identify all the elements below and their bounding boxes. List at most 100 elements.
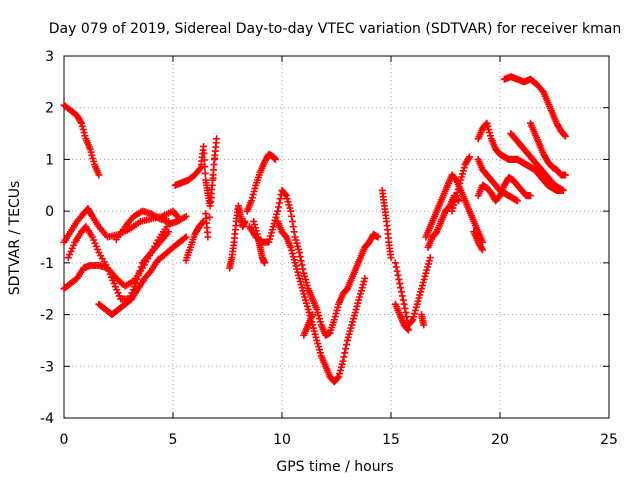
x-axis-label: GPS time / hours — [276, 459, 393, 475]
series-arc-24 — [474, 119, 565, 194]
data-point — [207, 194, 215, 202]
data-points — [60, 73, 569, 386]
data-point — [394, 271, 402, 279]
data-point — [261, 259, 269, 267]
data-point — [527, 192, 535, 200]
data-point — [281, 191, 289, 199]
data-point — [296, 253, 304, 261]
data-point — [426, 254, 434, 262]
data-point — [393, 267, 401, 275]
data-point — [297, 257, 305, 265]
data-point — [299, 265, 307, 273]
data-point — [400, 300, 408, 308]
data-point — [561, 131, 569, 139]
data-point — [408, 317, 416, 325]
series-arc-13 — [245, 186, 382, 339]
data-point — [343, 341, 351, 349]
data-point — [289, 223, 297, 231]
data-point — [341, 349, 349, 357]
data-point — [465, 153, 473, 161]
series-arc-7 — [182, 217, 208, 264]
data-point — [420, 321, 428, 329]
data-point — [200, 156, 208, 164]
y-tick-label: -3 — [40, 359, 54, 375]
data-point — [287, 207, 295, 215]
data-point — [201, 163, 209, 171]
data-point — [274, 207, 282, 215]
x-tick-label: 15 — [382, 432, 400, 448]
data-point — [135, 271, 143, 279]
data-point — [206, 213, 214, 221]
series-arc-15 — [300, 311, 317, 339]
data-point — [361, 274, 369, 282]
data-point — [342, 345, 350, 353]
data-point — [211, 154, 219, 162]
y-tick-label: -4 — [40, 411, 54, 427]
data-point — [95, 171, 103, 179]
series-arc-10 — [226, 202, 249, 272]
data-point — [136, 267, 144, 275]
data-point — [165, 217, 173, 225]
series-arc-22 — [448, 153, 473, 215]
y-axis-label: SDTVAR / TECUs — [7, 181, 23, 296]
data-point — [397, 288, 405, 296]
x-tick-label: 10 — [273, 432, 291, 448]
y-tick-label: 3 — [45, 49, 54, 65]
data-point — [288, 217, 296, 225]
data-point — [241, 217, 249, 225]
data-point — [374, 233, 382, 241]
data-point — [403, 313, 411, 321]
series-arc-9 — [197, 135, 221, 241]
series-arc-28 — [500, 73, 569, 140]
data-point — [559, 186, 567, 194]
series-arc-5 — [95, 233, 190, 319]
data-point — [288, 212, 296, 220]
data-point — [271, 155, 279, 163]
y-tick-label: -1 — [40, 256, 54, 272]
data-point — [402, 309, 410, 317]
data-point — [387, 254, 395, 262]
data-point — [399, 296, 407, 304]
series-arc-11 — [243, 150, 279, 215]
data-point — [401, 304, 409, 312]
data-point — [200, 143, 208, 150]
data-point — [396, 280, 404, 288]
data-point — [172, 211, 180, 219]
series-arc-8 — [171, 163, 205, 189]
y-tick-label: 0 — [45, 204, 54, 220]
series-arc-6 — [112, 207, 173, 244]
data-point — [165, 228, 173, 236]
series-arc-27 — [527, 119, 569, 179]
data-point — [182, 212, 190, 220]
y-axis-ticks: -4 -3 -2 -1 0 1 2 3 — [40, 49, 609, 427]
chart-title: Day 079 of 2019, Sidereal Day-to-day VTE… — [49, 21, 621, 37]
data-point — [202, 210, 210, 218]
data-point — [298, 261, 306, 269]
series-arc-14 — [274, 217, 369, 386]
data-point — [213, 135, 221, 143]
data-point — [295, 249, 303, 257]
data-point — [513, 197, 521, 205]
data-point — [276, 195, 284, 203]
data-point — [404, 325, 412, 333]
y-tick-label: 2 — [45, 101, 54, 117]
x-tick-label: 20 — [491, 432, 509, 448]
data-point — [181, 234, 189, 242]
data-point — [395, 275, 403, 283]
plot-frame — [63, 55, 610, 419]
data-point — [137, 263, 145, 271]
data-point — [339, 357, 347, 365]
series-arc-17 — [391, 254, 434, 329]
series-arc-20 — [422, 171, 487, 246]
series-arc-16 — [378, 186, 395, 262]
series-arc-23 — [474, 174, 535, 205]
series-arc-19 — [418, 311, 428, 329]
data-point — [275, 199, 283, 207]
data-point — [133, 275, 141, 283]
x-axis-ticks: 0 5 10 15 20 25 — [60, 56, 618, 448]
data-point — [275, 203, 283, 211]
series-arc-1 — [60, 101, 103, 179]
series-arc-26 — [507, 130, 567, 194]
data-point — [561, 171, 569, 179]
